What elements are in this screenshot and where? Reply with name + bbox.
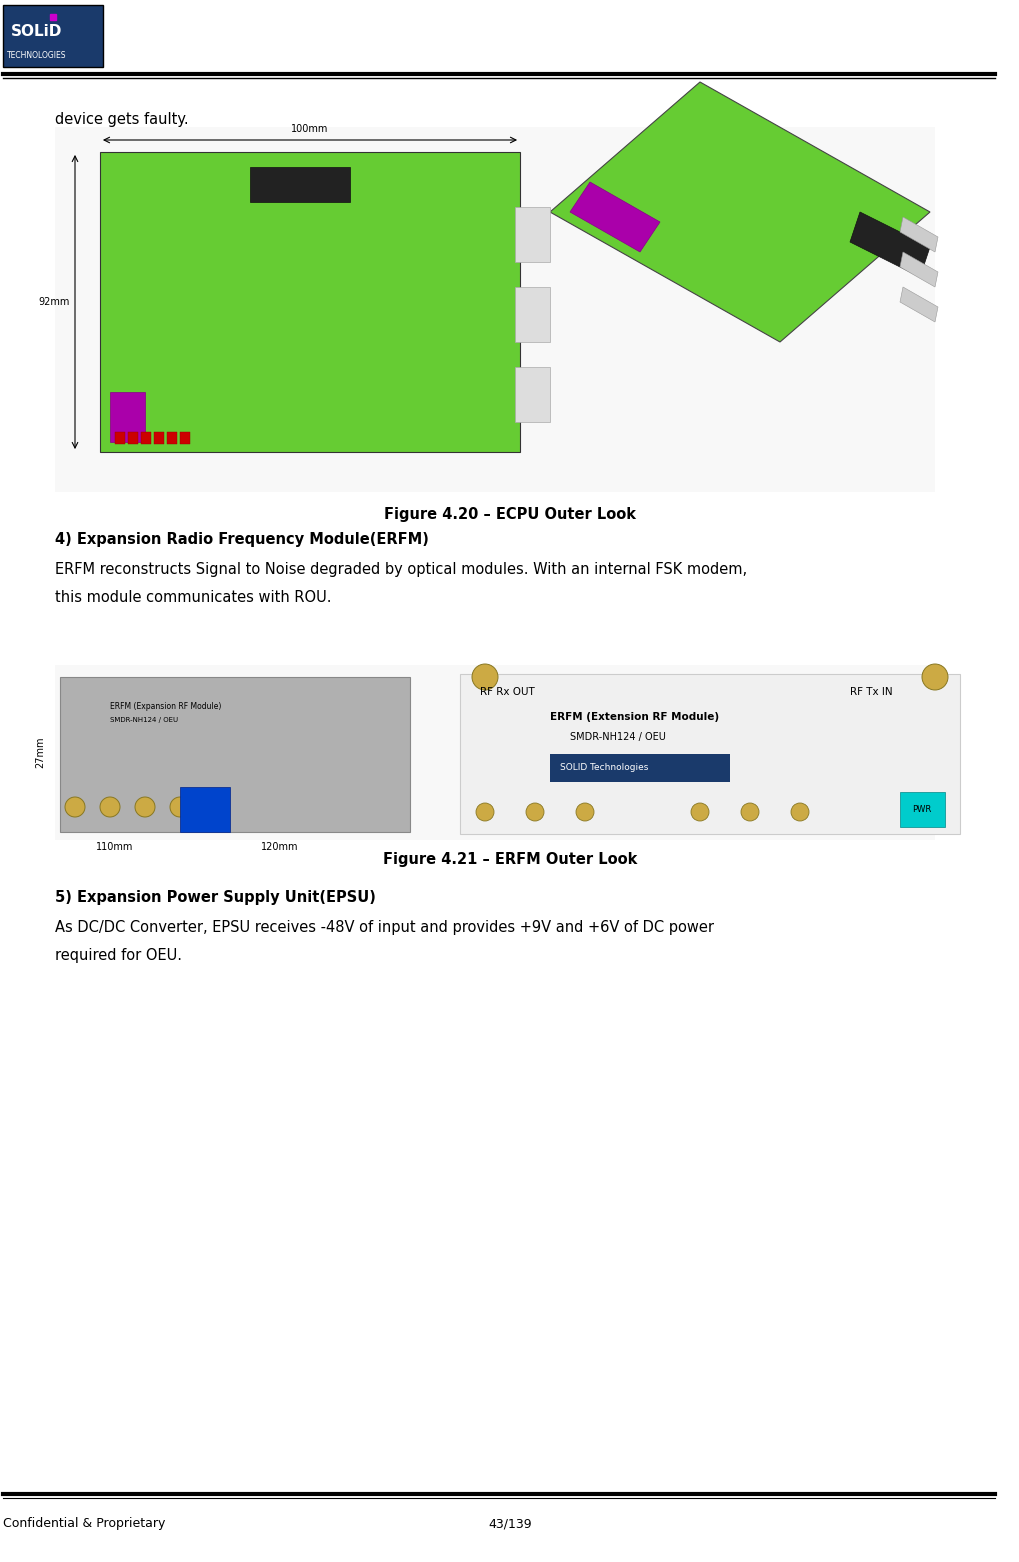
Text: ERFM reconstructs Signal to Noise degraded by optical modules. With an internal : ERFM reconstructs Signal to Noise degrad… <box>55 562 746 576</box>
Polygon shape <box>899 217 937 251</box>
Polygon shape <box>899 251 937 287</box>
Text: SOLiD: SOLiD <box>11 25 62 39</box>
Text: RF Tx IN: RF Tx IN <box>849 687 892 697</box>
Bar <box>141 433 151 444</box>
Text: Confidential & Proprietary: Confidential & Proprietary <box>3 1518 165 1531</box>
Bar <box>549 754 730 783</box>
Circle shape <box>476 803 493 822</box>
Text: 4) Expansion Radio Frequency Module(ERFM): 4) Expansion Radio Frequency Module(ERFM… <box>55 533 428 547</box>
Text: ERFM (Expansion RF Module): ERFM (Expansion RF Module) <box>110 701 221 711</box>
Text: 92mm: 92mm <box>39 297 70 308</box>
Circle shape <box>576 803 593 822</box>
Circle shape <box>790 803 808 822</box>
Polygon shape <box>849 212 929 276</box>
Circle shape <box>65 797 85 817</box>
Bar <box>127 433 138 444</box>
Text: 43/139: 43/139 <box>488 1518 531 1531</box>
Bar <box>179 787 229 833</box>
Text: 120mm: 120mm <box>261 842 299 851</box>
Text: ERFM (Extension RF Module): ERFM (Extension RF Module) <box>549 712 718 722</box>
Text: 110mm: 110mm <box>96 842 133 851</box>
Text: 27mm: 27mm <box>35 736 45 769</box>
Circle shape <box>472 664 497 690</box>
Text: this module communicates with ROU.: this module communicates with ROU. <box>55 590 331 604</box>
Circle shape <box>740 803 758 822</box>
Text: device gets faulty.: device gets faulty. <box>55 112 189 127</box>
Bar <box>460 673 959 834</box>
Circle shape <box>526 803 543 822</box>
Circle shape <box>135 797 155 817</box>
Bar <box>55 665 934 840</box>
Bar <box>250 167 350 201</box>
Polygon shape <box>549 81 929 342</box>
Bar <box>55 127 934 492</box>
Text: PWR: PWR <box>911 806 930 814</box>
Bar <box>60 676 410 833</box>
Text: Figure 4.20 – ECPU Outer Look: Figure 4.20 – ECPU Outer Look <box>383 508 636 522</box>
FancyBboxPatch shape <box>3 5 103 67</box>
Text: Figure 4.21 – ERFM Outer Look: Figure 4.21 – ERFM Outer Look <box>382 851 637 867</box>
Text: SMDR-NH124 / OEU: SMDR-NH124 / OEU <box>110 717 178 723</box>
Bar <box>115 433 125 444</box>
Bar <box>154 433 164 444</box>
Text: RF Rx OUT: RF Rx OUT <box>480 687 534 697</box>
Circle shape <box>690 803 708 822</box>
Bar <box>179 433 190 444</box>
Text: 100mm: 100mm <box>291 123 328 134</box>
Text: SMDR-NH124 / OEU: SMDR-NH124 / OEU <box>570 733 665 742</box>
Text: 5) Expansion Power Supply Unit(EPSU): 5) Expansion Power Supply Unit(EPSU) <box>55 890 376 904</box>
Text: As DC/DC Converter, EPSU receives -48V of input and provides +9V and +6V of DC p: As DC/DC Converter, EPSU receives -48V o… <box>55 920 713 936</box>
Bar <box>899 792 944 826</box>
Bar <box>515 208 549 262</box>
Bar <box>110 392 145 442</box>
Circle shape <box>100 797 120 817</box>
Text: required for OEU.: required for OEU. <box>55 948 181 964</box>
Text: TECHNOLOGIES: TECHNOLOGIES <box>7 50 66 59</box>
Bar <box>167 433 177 444</box>
Circle shape <box>170 797 190 817</box>
Text: SOLID Technologies: SOLID Technologies <box>559 764 648 773</box>
Polygon shape <box>570 183 659 251</box>
Polygon shape <box>899 287 937 322</box>
Circle shape <box>921 664 947 690</box>
Bar <box>515 367 549 422</box>
Bar <box>515 287 549 342</box>
Bar <box>100 152 520 451</box>
